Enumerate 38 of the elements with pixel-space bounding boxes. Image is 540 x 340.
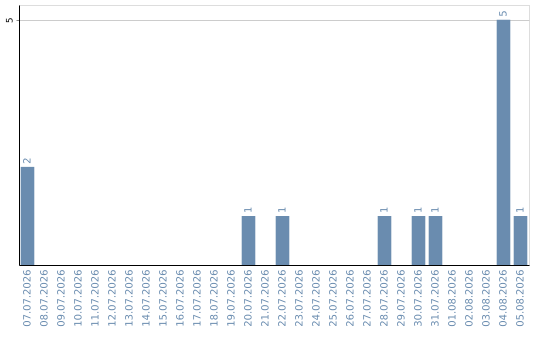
x-tick-label: 04.08.2026 (498, 270, 510, 327)
x-tick-label: 14.07.2026 (142, 270, 152, 327)
data-label: 1 (380, 206, 390, 213)
data-label: 1 (278, 206, 288, 213)
x-tick-label: 21.07.2026 (260, 270, 272, 327)
x-tick-label: 22.07.2026 (278, 270, 288, 327)
x-tick-label: 03.08.2026 (482, 270, 492, 327)
data-label: 2 (22, 158, 34, 164)
x-tick-label: 27.07.2026 (362, 270, 374, 327)
x-tick-label: 13.07.2026 (124, 270, 136, 327)
x-tick-label: 02.08.2026 (464, 270, 476, 327)
data-label: 1 (516, 206, 526, 213)
x-tick-label: 11.07.2026 (90, 270, 102, 327)
x-tick-label: 09.07.2026 (56, 270, 68, 327)
data-label: 5 (498, 10, 510, 17)
x-tick-label: 07.07.2026 (22, 270, 34, 327)
x-tick-label: 23.07.2026 (294, 270, 306, 327)
x-tick-label: 20.07.2026 (244, 270, 254, 327)
x-tick-label: 17.07.2026 (192, 270, 204, 327)
x-tick-label: 26.07.2026 (346, 270, 356, 327)
x-tick-label: 31.07.2026 (430, 270, 442, 327)
data-label: 1 (414, 206, 424, 213)
x-tick-label: 16.07.2026 (176, 270, 186, 327)
x-tick-label: 18.07.2026 (210, 270, 220, 327)
x-tick-label: 12.07.2026 (108, 270, 118, 327)
x-tick-label: 08.07.2026 (40, 270, 50, 327)
data-label: 1 (244, 206, 254, 213)
x-tick-label: 19.07.2026 (226, 270, 238, 327)
x-tick-label: 01.08.2026 (448, 270, 458, 327)
x-tick-label: 10.07.2026 (74, 270, 84, 327)
x-tick-label: 30.07.2026 (414, 270, 424, 327)
x-tick-label: 24.07.2026 (312, 270, 322, 327)
x-tick-label: 28.07.2026 (380, 270, 390, 327)
x-tick-label: 05.08.2026 (516, 270, 526, 327)
x-tick-label: 29.07.2026 (396, 270, 408, 327)
x-tick-label: 15.07.2026 (158, 270, 170, 327)
data-label: 1 (430, 206, 442, 213)
x-tick-label: 25.07.2026 (328, 270, 340, 327)
